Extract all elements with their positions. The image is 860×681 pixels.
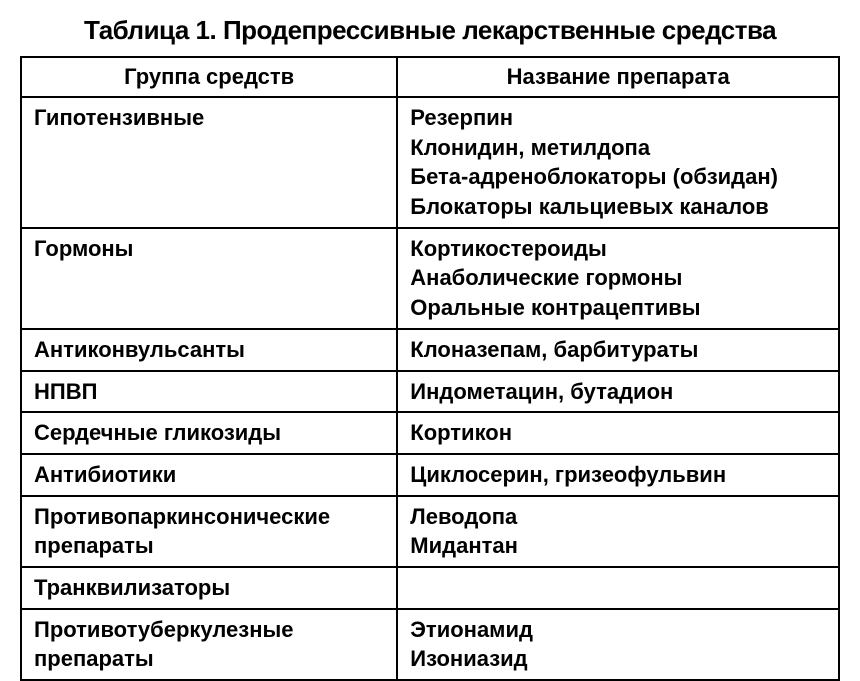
cell-drugs: Индометацин, бутадион [397,371,839,413]
table-header-row: Группа средств Название препарата [21,57,839,97]
table-row: НПВПИндометацин, бутадион [21,371,839,413]
cell-group: Противотуберкулезные препараты [21,609,397,680]
cell-drugs: КортикостероидыАнаболические гормоныОрал… [397,228,839,329]
cell-group: НПВП [21,371,397,413]
cell-drugs [397,567,839,609]
drugs-table: Группа средств Название препарата Гипоте… [20,56,840,681]
column-header-drug: Название препарата [397,57,839,97]
cell-group: Антиконвульсанты [21,329,397,371]
table-body: ГипотензивныеРезерпинКлонидин, метилдопа… [21,97,839,680]
cell-drugs: Циклосерин, гризеофульвин [397,454,839,496]
column-header-group: Группа средств [21,57,397,97]
table-row: ГормоныКортикостероидыАнаболические горм… [21,228,839,329]
cell-drugs: Кортикон [397,412,839,454]
cell-group: Гормоны [21,228,397,329]
table-row: Противопаркинсонические препаратыЛеводоп… [21,496,839,567]
cell-group: Гипотензивные [21,97,397,228]
table-row: АнтиконвульсантыКлоназепам, барбитураты [21,329,839,371]
cell-drugs: РезерпинКлонидин, метилдопаБета-адренобл… [397,97,839,228]
cell-group: Транквилизаторы [21,567,397,609]
table-title: Таблица 1. Продепрессивные лекарственные… [20,15,840,46]
table-row: АнтибиотикиЦиклосерин, гризеофульвин [21,454,839,496]
cell-drugs: ЭтионамидИзониазид [397,609,839,680]
cell-group: Антибиотики [21,454,397,496]
table-row: Сердечные гликозидыКортикон [21,412,839,454]
table-row: ГипотензивныеРезерпинКлонидин, метилдопа… [21,97,839,228]
cell-group: Сердечные гликозиды [21,412,397,454]
cell-drugs: Клоназепам, барбитураты [397,329,839,371]
table-row: Противотуберкулезные препаратыЭтионамидИ… [21,609,839,680]
table-row: Транквилизаторы [21,567,839,609]
cell-drugs: ЛеводопаМидантан [397,496,839,567]
cell-group: Противопаркинсонические препараты [21,496,397,567]
